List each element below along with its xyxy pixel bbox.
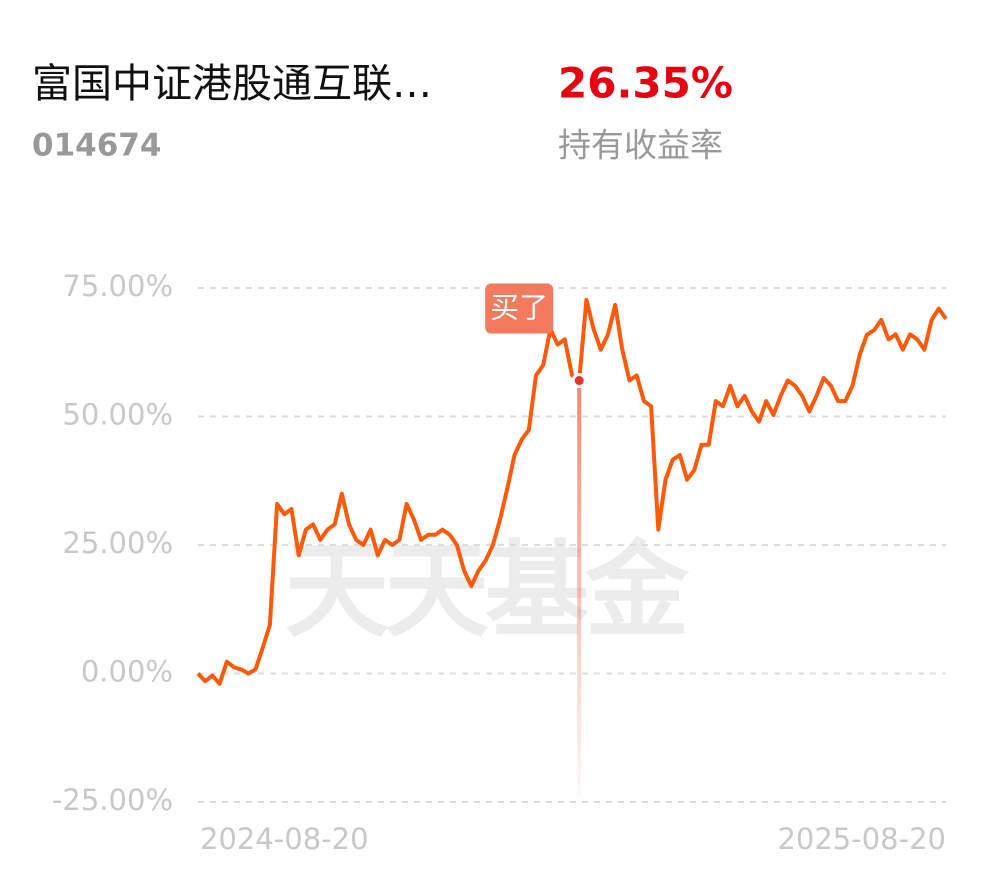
- y-tick-label: 25.00%: [62, 526, 173, 560]
- y-tick-label: -25.00%: [52, 783, 173, 817]
- fund-title: 富国中证港股通互联…: [32, 61, 432, 107]
- buy-point: [571, 373, 587, 389]
- y-tick-label: 0.00%: [81, 655, 173, 689]
- return-value: 26.35%: [558, 59, 733, 108]
- y-tick-label: 75.00%: [62, 269, 173, 303]
- buy-label: 买了: [490, 291, 548, 325]
- line: [196, 297, 948, 686]
- x-tick-label: 2025-08-20: [777, 822, 946, 856]
- fund-code: 014674: [32, 128, 161, 164]
- chart: 天天基金 -25.00% 0.00% 25.00% 50.00% 75.00% 2024-0…: [52, 269, 948, 856]
- watermark: 天天基金: [285, 529, 690, 651]
- return-label: 持有收益率: [558, 126, 723, 165]
- buy-badge: [485, 283, 554, 334]
- x-tick-label: 2024-08-20: [200, 822, 369, 856]
- buy-guide: [577, 380, 582, 796]
- y-tick-label: 50.00%: [62, 398, 173, 432]
